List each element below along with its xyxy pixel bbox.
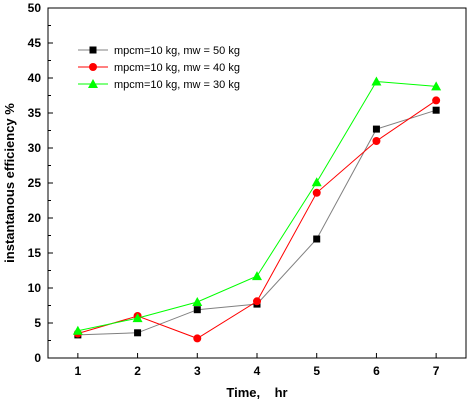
y-tick-label: 10	[28, 281, 42, 295]
y-tick-label: 50	[28, 1, 42, 15]
data-point	[371, 76, 382, 86]
y-tick-label: 20	[28, 211, 42, 225]
x-tick-label: 4	[254, 364, 261, 378]
data-point	[193, 334, 202, 343]
data-point	[313, 235, 321, 243]
legend-marker	[89, 63, 97, 71]
y-tick-label: 25	[28, 176, 42, 190]
y-tick-label: 30	[28, 141, 42, 155]
data-point	[253, 297, 261, 306]
series-line	[77, 80, 437, 332]
legend-label: mpcm=10 kg, mw = 30 kg	[114, 79, 240, 91]
data-point	[193, 306, 201, 314]
legend: mpcm=10 kg, mw = 50 kg mpcm=10 kg, mw = 4…	[78, 45, 240, 91]
legend-marker	[88, 79, 98, 88]
y-tick-label: 5	[34, 316, 41, 330]
data-point	[72, 325, 83, 335]
series-3	[72, 76, 442, 335]
data-point	[132, 313, 143, 323]
data-point	[311, 177, 322, 187]
data-point	[252, 271, 262, 281]
data-point	[372, 137, 381, 145]
y-tick-label: 40	[28, 71, 42, 85]
y-axis-title: instantanous efficiency %	[2, 103, 17, 263]
x-axis-title: Time, hr	[226, 385, 287, 400]
data-point	[192, 297, 203, 306]
data-point	[432, 106, 440, 114]
x-tick-label: 2	[134, 364, 141, 378]
legend-label: mpcm=10 kg, mw = 40 kg	[114, 62, 240, 74]
y-tick-label: 0	[34, 351, 41, 365]
data-point	[431, 81, 442, 91]
x-tick-label: 1	[75, 364, 82, 378]
x-tick-label: 3	[194, 364, 201, 378]
data-point	[372, 125, 380, 133]
data-point	[134, 329, 142, 337]
data-point	[432, 96, 441, 105]
x-tick-label: 6	[373, 364, 380, 378]
legend-marker	[89, 46, 97, 54]
x-tick-label: 7	[433, 364, 440, 378]
y-tick-label: 15	[28, 246, 42, 260]
x-tick-label: 5	[313, 364, 320, 378]
legend-label: mpcm=10 kg, mw = 50 kg	[114, 45, 240, 57]
series-layer	[72, 76, 442, 343]
y-tick-label: 45	[28, 36, 42, 50]
data-point	[312, 188, 321, 197]
y-tick-label: 35	[28, 106, 42, 120]
